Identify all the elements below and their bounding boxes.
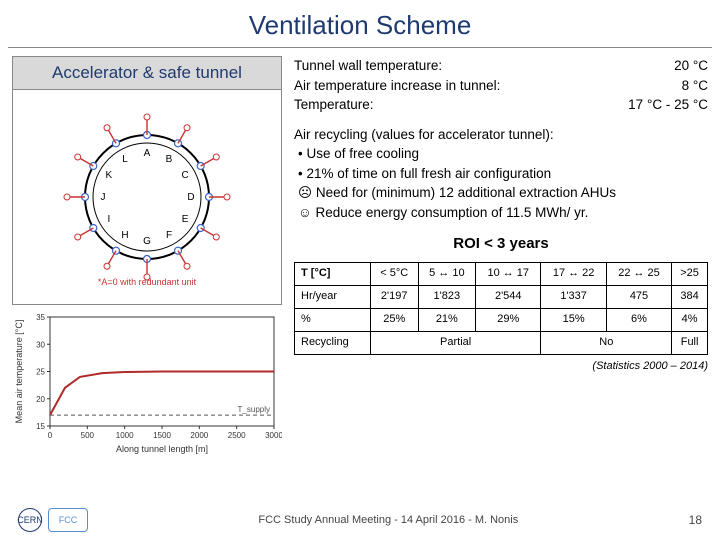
wall-temp-label: Tunnel wall temperature: <box>294 56 442 76</box>
cern-logo-icon: CERN <box>18 508 42 532</box>
svg-text:1500: 1500 <box>153 431 171 440</box>
page-number: 18 <box>689 513 702 527</box>
row-label: Hr/year <box>295 286 371 309</box>
svg-text:T_supply: T_supply <box>238 405 270 414</box>
svg-text:G: G <box>143 236 151 247</box>
svg-text:15: 15 <box>36 422 45 431</box>
table-cell: 4% <box>672 309 708 332</box>
table-cell: 21% <box>418 309 475 332</box>
svg-text:I: I <box>108 214 111 225</box>
table-cell: 2'544 <box>476 286 541 309</box>
table-row: %25%21%29%15%6%4% <box>295 309 708 332</box>
recycling-no-cell: No <box>541 332 672 355</box>
svg-text:D: D <box>187 192 194 203</box>
svg-text:C: C <box>181 170 188 181</box>
stats-note: (Statistics 2000 – 2014) <box>294 359 708 375</box>
air-temp-label: Air temperature increase in tunnel: <box>294 76 500 96</box>
table-header: < 5°C <box>370 263 418 286</box>
svg-text:Along tunnel length [m]: Along tunnel length [m] <box>116 444 208 454</box>
left-column-header: Accelerator & safe tunnel <box>12 56 282 90</box>
table-cell: 2'197 <box>370 286 418 309</box>
table-header: 22 ↔ 25 <box>606 263 671 286</box>
table-row: Hr/year2'1971'8232'5441'337475384 <box>295 286 708 309</box>
svg-text:J: J <box>101 192 106 203</box>
temp-value: 17 °C - 25 °C <box>628 95 708 115</box>
row-label: % <box>295 309 371 332</box>
svg-text:2000: 2000 <box>190 431 208 440</box>
table-cell: 1'823 <box>418 286 475 309</box>
recycling-bullet-1: • Use of free cooling <box>294 144 708 164</box>
svg-text:Mean air temperature [°C]: Mean air temperature [°C] <box>14 320 24 424</box>
recycling-row: RecyclingPartialNoFull <box>295 332 708 355</box>
roi-text: ROI < 3 years <box>294 233 708 255</box>
temperature-block: Tunnel wall temperature: 20 °C Air temper… <box>294 56 708 115</box>
fcc-logo-icon: FCC <box>48 508 88 532</box>
svg-text:2500: 2500 <box>228 431 246 440</box>
table-cell: 25% <box>370 309 418 332</box>
table-cell: 475 <box>606 286 671 309</box>
svg-text:A: A <box>144 148 151 159</box>
content-area: Accelerator & safe tunnel A BCDEF G HIJKL *… <box>0 48 720 454</box>
svg-text:L: L <box>122 154 128 165</box>
recycling-partial-cell: Partial <box>370 332 541 355</box>
temperature-chart: 15 20 25 30 35 0 500 1000 1500 2000 2500 3000 Along … <box>12 309 282 454</box>
table-header: T [°C] <box>295 263 371 286</box>
svg-text:H: H <box>121 230 128 241</box>
svg-text:0: 0 <box>48 431 53 440</box>
air-temp-value: 8 °C <box>682 76 708 96</box>
svg-text:B: B <box>166 154 173 165</box>
svg-text:1000: 1000 <box>116 431 134 440</box>
footer: CERN FCC FCC Study Annual Meeting - 14 A… <box>0 508 720 532</box>
svg-text:K: K <box>106 170 113 181</box>
svg-text:3000: 3000 <box>265 431 282 440</box>
ring-diagram: A BCDEF G HIJKL *A=0 with redundant unit <box>12 90 282 305</box>
table-header: 10 ↔ 17 <box>476 263 541 286</box>
table-header: 5 ↔ 10 <box>418 263 475 286</box>
table-cell: 384 <box>672 286 708 309</box>
svg-text:E: E <box>182 214 189 225</box>
stats-table: T [°C]< 5°C5 ↔ 1010 ↔ 1717 ↔ 2222 ↔ 25>2… <box>294 262 708 355</box>
svg-text:20: 20 <box>36 395 45 404</box>
recycling-block: Air recycling (values for accelerator tu… <box>294 125 708 223</box>
svg-text:F: F <box>166 230 172 241</box>
svg-text:500: 500 <box>81 431 95 440</box>
row-label: Recycling <box>295 332 371 355</box>
temp-label: Temperature: <box>294 95 374 115</box>
table-header: >25 <box>672 263 708 286</box>
ring-note: *A=0 with redundant unit <box>98 277 197 287</box>
accelerator-ring-svg: A BCDEF G HIJKL *A=0 with redundant unit <box>47 97 247 297</box>
table-header: 17 ↔ 22 <box>541 263 606 286</box>
recycling-bullet-3: ☹ Need for (minimum) 12 additional extra… <box>294 183 708 203</box>
right-column: Tunnel wall temperature: 20 °C Air temper… <box>294 56 708 454</box>
recycling-bullet-2: • 21% of time on full fresh air configur… <box>294 164 708 184</box>
svg-text:25: 25 <box>36 368 45 377</box>
svg-text:35: 35 <box>36 313 45 322</box>
footer-text: FCC Study Annual Meeting - 14 April 2016… <box>88 514 689 526</box>
chart-svg: 15 20 25 30 35 0 500 1000 1500 2000 2500 3000 Along … <box>12 309 282 454</box>
table-cell: 1'337 <box>541 286 606 309</box>
recycling-header: Air recycling (values for accelerator tu… <box>294 125 708 145</box>
page-title: Ventilation Scheme <box>8 0 712 48</box>
left-column: Accelerator & safe tunnel A BCDEF G HIJKL *… <box>12 56 282 454</box>
svg-text:30: 30 <box>36 340 45 349</box>
table-cell: 15% <box>541 309 606 332</box>
table-cell: 29% <box>476 309 541 332</box>
wall-temp-value: 20 °C <box>674 56 708 76</box>
recycling-bullet-4: ☺ Reduce energy consumption of 11.5 MWh/… <box>294 203 708 223</box>
logo-group: CERN FCC <box>18 508 88 532</box>
recycling-full-cell: Full <box>672 332 708 355</box>
table-cell: 6% <box>606 309 671 332</box>
